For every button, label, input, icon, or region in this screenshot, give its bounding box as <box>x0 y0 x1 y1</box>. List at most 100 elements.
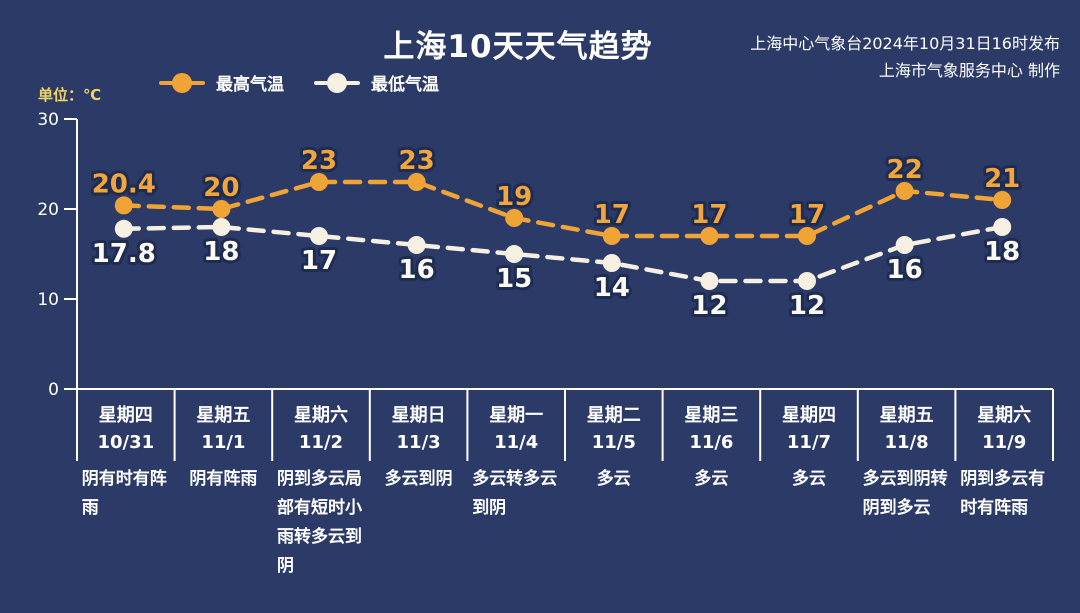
weekday-label: 星期一 <box>489 405 544 426</box>
weather-text: 多云到阴 <box>384 469 453 489</box>
low-temp-marker <box>505 245 524 263</box>
low-temp-label: 17.8 <box>92 239 156 269</box>
low-temp-label: 16 <box>399 255 435 285</box>
low-temp-marker <box>310 227 328 245</box>
low-temp-label: 18 <box>984 237 1020 267</box>
date-label: 11/6 <box>689 432 734 453</box>
weather-text: 多云 <box>791 469 826 489</box>
low-temp-label: 14 <box>594 273 630 303</box>
low-temp-marker <box>114 219 133 238</box>
weather-cell: 阴到多云有时有阵雨 <box>955 465 1053 523</box>
weather-cell: 多云转多云到阴 <box>467 465 565 523</box>
weather-text: 多云 <box>596 469 631 489</box>
low-temp-marker <box>798 272 816 290</box>
high-temp-label: 17 <box>789 200 825 230</box>
forecast-column: 星期日 11/3 多云到阴 <box>370 402 468 494</box>
forecast-column: 星期四 10/31 阴有时有阵雨 <box>77 402 175 523</box>
weather-cell: 阴到多云局部有短时小雨转多云到阴 <box>272 465 370 581</box>
legend-item-high: 最高气温 <box>159 70 284 95</box>
weather-text: 阴有阵雨 <box>189 469 258 489</box>
high-temp-marker <box>895 182 914 200</box>
forecast-column: 星期一 11/4 多云转多云到阴 <box>467 402 565 523</box>
date-label: 11/8 <box>884 432 929 453</box>
high-temp-label: 19 <box>496 182 532 212</box>
low-temp-label: 18 <box>203 237 239 267</box>
high-temp-label: 21 <box>984 164 1020 194</box>
weather-cell: 多云 <box>663 465 761 494</box>
high-temp-marker <box>310 173 328 191</box>
weather-cell: 阴有阵雨 <box>175 465 273 494</box>
low-temp-marker <box>602 254 621 272</box>
y-tick-label: 20 <box>37 200 59 220</box>
high-temp-line <box>121 179 1005 239</box>
forecast-column: 星期四 11/7 多云 <box>760 402 858 494</box>
weather-cell: 多云 <box>565 465 663 494</box>
high-temp-label: 23 <box>301 146 337 176</box>
forecast-column: 星期六 11/9 阴到多云有时有阵雨 <box>955 402 1053 523</box>
date-label: 11/5 <box>591 432 636 453</box>
high-temp-label: 17 <box>594 200 630 230</box>
high-temp-marker <box>798 227 816 245</box>
date-label: 11/7 <box>786 432 832 453</box>
page-title: 上海10天天气趋势 <box>383 29 653 65</box>
weather-text: 多云到阴转阴到多云 <box>862 469 948 518</box>
weekday-label: 星期六 <box>293 405 348 426</box>
weather-text: 阴到多云局部有短时小雨转多云到阴 <box>276 469 362 576</box>
low-temp-label: 17 <box>301 246 337 276</box>
high-temp-label: 20 <box>203 173 239 203</box>
date-label: 11/1 <box>201 432 246 453</box>
weather-cell: 多云到阴 <box>370 465 468 494</box>
low-temp-marker <box>407 236 426 254</box>
high-temp-legend-icon <box>159 72 205 93</box>
forecast-column: 星期三 11/6 多云 <box>663 402 761 494</box>
low-temp-label: 16 <box>887 255 923 285</box>
date-label: 11/4 <box>494 432 539 453</box>
high-temp-label: 17 <box>691 200 727 230</box>
high-temp-marker <box>993 191 1012 209</box>
source-line-1: 上海中心气象台2024年10月31日16时发布 <box>750 34 1060 53</box>
legend-item-low: 最低气温 <box>314 70 439 95</box>
legend-label-low: 最低气温 <box>371 75 439 95</box>
high-temp-label: 20.4 <box>92 169 156 199</box>
high-temp-label: 23 <box>399 146 435 176</box>
low-temp-label: 12 <box>691 291 727 321</box>
y-tick-label: 10 <box>37 290 59 310</box>
source-line-2: 上海市气象服务中心 制作 <box>878 61 1060 80</box>
forecast-column: 星期二 11/5 多云 <box>565 402 663 494</box>
weekday-label: 星期三 <box>684 405 739 426</box>
unit-label: 单位：℃ <box>38 86 102 104</box>
source-info: 上海中心气象台2024年10月31日16时发布 上海市气象服务中心 制作 <box>750 30 1060 84</box>
low-temp-legend-icon <box>314 72 360 93</box>
forecast-column: 星期五 11/1 阴有阵雨 <box>175 402 273 494</box>
date-label: 10/31 <box>97 432 155 453</box>
low-temp-marker <box>993 218 1012 236</box>
weekday-label: 星期四 <box>98 405 153 426</box>
date-label: 11/2 <box>298 432 344 453</box>
high-temp-marker <box>700 227 719 245</box>
weekday-label: 星期四 <box>781 405 836 426</box>
high-temp-label: 22 <box>887 155 923 185</box>
low-temp-line <box>121 224 1005 284</box>
high-temp-marker <box>114 196 133 215</box>
date-label: 11/3 <box>396 432 441 453</box>
low-temp-marker <box>212 218 231 236</box>
high-temp-marker <box>602 227 621 245</box>
weekday-label: 星期六 <box>977 405 1032 426</box>
weather-cell: 多云到阴转阴到多云 <box>858 465 956 523</box>
high-temp-marker <box>407 173 426 191</box>
forecast-column: 星期五 11/8 多云到阴转阴到多云 <box>858 402 956 523</box>
high-temp-marker <box>505 209 524 227</box>
low-temp-label: 12 <box>789 291 825 321</box>
weekday-label: 星期五 <box>879 405 934 426</box>
date-label: 11/9 <box>982 432 1027 453</box>
legend-label-high: 最高气温 <box>216 75 284 95</box>
weekday-label: 星期日 <box>391 405 446 426</box>
weather-cell: 阴有时有阵雨 <box>77 465 175 523</box>
weather-text: 阴到多云有时有阵雨 <box>960 469 1046 518</box>
weekday-label: 星期五 <box>196 405 251 426</box>
high-temp-marker <box>212 200 231 218</box>
weather-text: 多云 <box>694 469 729 489</box>
low-temp-label: 15 <box>496 264 532 294</box>
